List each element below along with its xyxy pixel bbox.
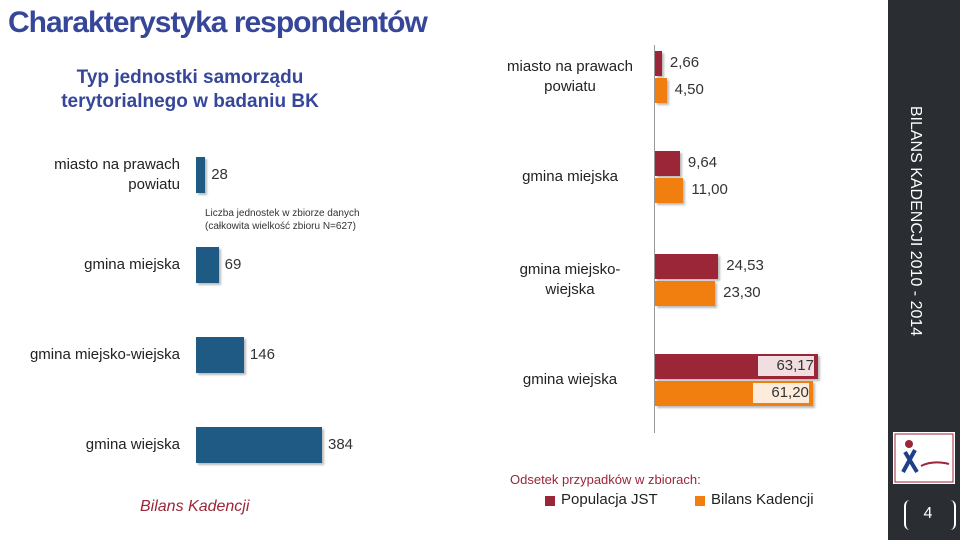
value-label: 2,66 xyxy=(669,54,700,71)
category-label: miasto na prawach powiatu xyxy=(507,58,633,95)
category-label: gmina wiejska xyxy=(522,371,618,388)
value-label: 23,30 xyxy=(723,284,761,301)
category-label: gmina miejska xyxy=(84,256,180,273)
legend-label: Populacja JST xyxy=(561,491,658,508)
category-label: gmina wiejska xyxy=(85,436,180,453)
axis-line xyxy=(654,45,655,433)
legend-label: Bilans Kadencji xyxy=(711,491,814,508)
bar xyxy=(655,51,662,76)
bar xyxy=(196,247,219,283)
category-label: gmina miejsko-wiejska xyxy=(519,261,621,298)
value-label: 384 xyxy=(328,436,354,453)
page-number: 4 xyxy=(923,505,933,522)
annotation: Liczba jednostek w zbiorze danych (całko… xyxy=(205,208,360,232)
category-label: gmina miejsko-wiejska xyxy=(29,346,180,363)
category-label: miasto na prawach powiatu xyxy=(54,156,180,193)
value-label: 4,50 xyxy=(674,81,704,98)
value-label: 69 xyxy=(224,256,242,273)
legend-swatch xyxy=(545,496,555,506)
page-bracket xyxy=(904,500,956,530)
value-label: 146 xyxy=(249,346,275,363)
bar xyxy=(196,337,244,373)
bar xyxy=(196,157,206,193)
value-label: 24,53 xyxy=(726,257,764,274)
logo xyxy=(893,432,955,484)
chart-title: Typ jednostki samorządu terytorialnego w… xyxy=(61,67,319,112)
bar xyxy=(655,151,680,176)
sidebar-text: BILANS KADENCJI 2010 - 2014 xyxy=(907,105,924,337)
value-label: 11,00 xyxy=(691,181,728,198)
value-label: 63,17 xyxy=(758,356,814,376)
bar xyxy=(655,281,716,306)
bar xyxy=(196,427,322,463)
slide-title: Charakterystyka respondentów xyxy=(8,6,428,39)
value-label: 61,20 xyxy=(752,383,809,403)
bar xyxy=(655,78,667,103)
legend-title: Odsetek przypadków w zbiorach: xyxy=(510,472,701,487)
bar xyxy=(655,178,684,203)
category-label: gmina miejska xyxy=(522,168,618,185)
value-label: 28 xyxy=(211,166,228,183)
value-label: 9,64 xyxy=(687,154,718,171)
footer: Bilans Kadencji xyxy=(140,498,250,515)
legend-swatch xyxy=(695,496,705,506)
bar xyxy=(655,254,719,279)
logo-icon xyxy=(894,433,954,483)
